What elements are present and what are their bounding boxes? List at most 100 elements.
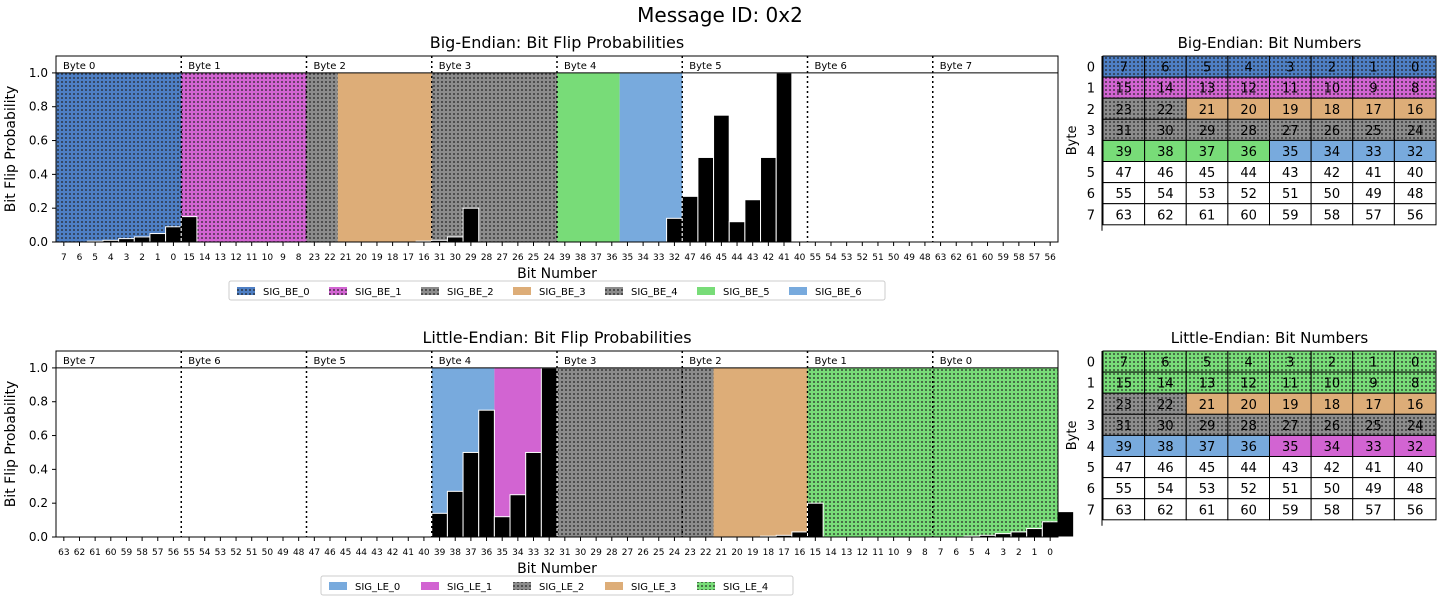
x-tick-label: 46 [324, 548, 336, 558]
table-cell-hatch [1269, 56, 1312, 78]
x-tick-label: 46 [700, 253, 712, 263]
table-cell-value: 15 [1116, 82, 1133, 97]
x-tick-label: 55 [183, 548, 194, 558]
table-cell-value: 63 [1116, 503, 1133, 518]
legend-label: SIG_LE_1 [447, 582, 492, 593]
table-cell-hatch [1227, 119, 1270, 141]
legend-label: SIG_BE_2 [447, 287, 494, 298]
legend-swatch-hatch [237, 287, 255, 295]
x-tick-label: 26 [637, 548, 649, 558]
table-cell-value: 25 [1365, 124, 1382, 139]
table-cell-value: 50 [1324, 187, 1341, 202]
legend-box [228, 280, 886, 301]
table-cell-value: 12 [1240, 82, 1257, 97]
x-tick-label: 11 [246, 253, 257, 263]
table-cell-hatch [1103, 372, 1145, 394]
x-tick-label: 38 [450, 548, 462, 558]
table-cell-value: 52 [1240, 482, 1257, 497]
x-tick-label: 13 [841, 548, 852, 558]
table-cell-value: 15 [1116, 377, 1133, 392]
table-cell-value: 45 [1199, 166, 1216, 181]
table-cell-value: 21 [1199, 103, 1216, 118]
table-cell-hatch [1394, 372, 1436, 394]
x-tick-label: 57 [1029, 253, 1040, 263]
table-cell-value: 22 [1157, 398, 1174, 413]
table-cell-value: 52 [1240, 187, 1257, 202]
bit-bar [1057, 511, 1075, 538]
x-tick-label: 62 [74, 548, 85, 558]
table-cell-value: 30 [1157, 124, 1174, 139]
table-cell-value: 33 [1365, 440, 1382, 455]
table-cell-value: 58 [1324, 503, 1341, 518]
x-tick-label: 38 [575, 253, 587, 263]
table-cell-hatch [1394, 351, 1436, 373]
table-cell-value: 12 [1240, 377, 1257, 392]
bit-bar [807, 502, 824, 538]
legend-label: SIG_LE_0 [355, 582, 400, 593]
bit-bar [728, 221, 746, 243]
bit-bar [760, 156, 777, 243]
table-cell-value: 59 [1282, 503, 1299, 518]
x-tick-label: 51 [872, 253, 883, 263]
x-tick-label: 49 [904, 253, 916, 263]
table-cell-value: 31 [1116, 419, 1133, 434]
legend-label: SIG_BE_4 [631, 287, 678, 298]
table-cell-hatch [1227, 77, 1270, 99]
x-tick-label: 61 [89, 548, 100, 558]
table-cell-value: 51 [1282, 482, 1299, 497]
bit-bar [744, 199, 762, 243]
x-tick-label: 44 [731, 253, 743, 263]
table-cell-value: 7 [1120, 356, 1128, 371]
table-cell-value: 35 [1282, 145, 1299, 160]
table-cell-value: 34 [1324, 440, 1341, 455]
x-tick-label: 43 [371, 548, 382, 558]
table-cell-value: 21 [1199, 398, 1216, 413]
table-cell-value: 3 [1286, 61, 1294, 76]
x-tick-label: 4 [108, 253, 114, 263]
table-cell-value: 16 [1407, 103, 1424, 118]
legend-swatch [329, 582, 347, 590]
byte-label: Byte 6 [815, 61, 847, 72]
table-cell-value: 7 [1120, 61, 1128, 76]
x-tick-label: 28 [606, 548, 618, 558]
x-tick-label: 45 [716, 253, 727, 263]
x-tick-label: 63 [935, 253, 946, 263]
table-cell-value: 2 [1328, 356, 1336, 371]
table-cell-hatch [1269, 414, 1312, 436]
bit-bar [180, 216, 198, 243]
table-cell-hatch [1144, 119, 1187, 141]
bar-chart-1: Little-Endian: Bit Flip Probabilities Byt… [3, 328, 1075, 596]
legend-swatch [789, 287, 807, 295]
row-label: 4 [1087, 440, 1095, 455]
bit-bar [1026, 528, 1043, 538]
x-tick-label: 58 [136, 548, 148, 558]
row-label: 1 [1087, 82, 1095, 97]
table-cell-value: 59 [1282, 208, 1299, 223]
table-cell-value: 9 [1369, 82, 1377, 97]
row-label: 7 [1087, 208, 1095, 223]
table-cell-value: 27 [1282, 419, 1299, 434]
legend-label: SIG_LE_4 [723, 582, 768, 593]
table-y-label: Byte [1065, 126, 1080, 156]
y-tick-label: 0.0 [29, 530, 48, 544]
table-cell-value: 28 [1240, 419, 1257, 434]
x-tick-label: 61 [966, 253, 977, 263]
x-tick-label: 27 [496, 253, 507, 263]
table-cell-hatch [1144, 77, 1187, 99]
x-tick-label: 2 [139, 253, 145, 263]
table-cell-value: 10 [1324, 82, 1341, 97]
table-cell-value: 39 [1116, 440, 1133, 455]
x-tick-label: 25 [528, 253, 539, 263]
table-cell-value: 32 [1407, 440, 1424, 455]
bit-bar [149, 233, 167, 243]
x-tick-label: 9 [280, 253, 286, 263]
x-tick-label: 24 [669, 548, 681, 558]
x-tick-label: 31 [434, 253, 445, 263]
table-cell-hatch [1269, 119, 1312, 141]
table-cell-value: 28 [1240, 124, 1257, 139]
table-cell-hatch [1311, 56, 1353, 78]
x-tick-label: 9 [906, 548, 912, 558]
legend-swatch [697, 287, 715, 295]
byte-label: Byte 3 [564, 356, 596, 367]
